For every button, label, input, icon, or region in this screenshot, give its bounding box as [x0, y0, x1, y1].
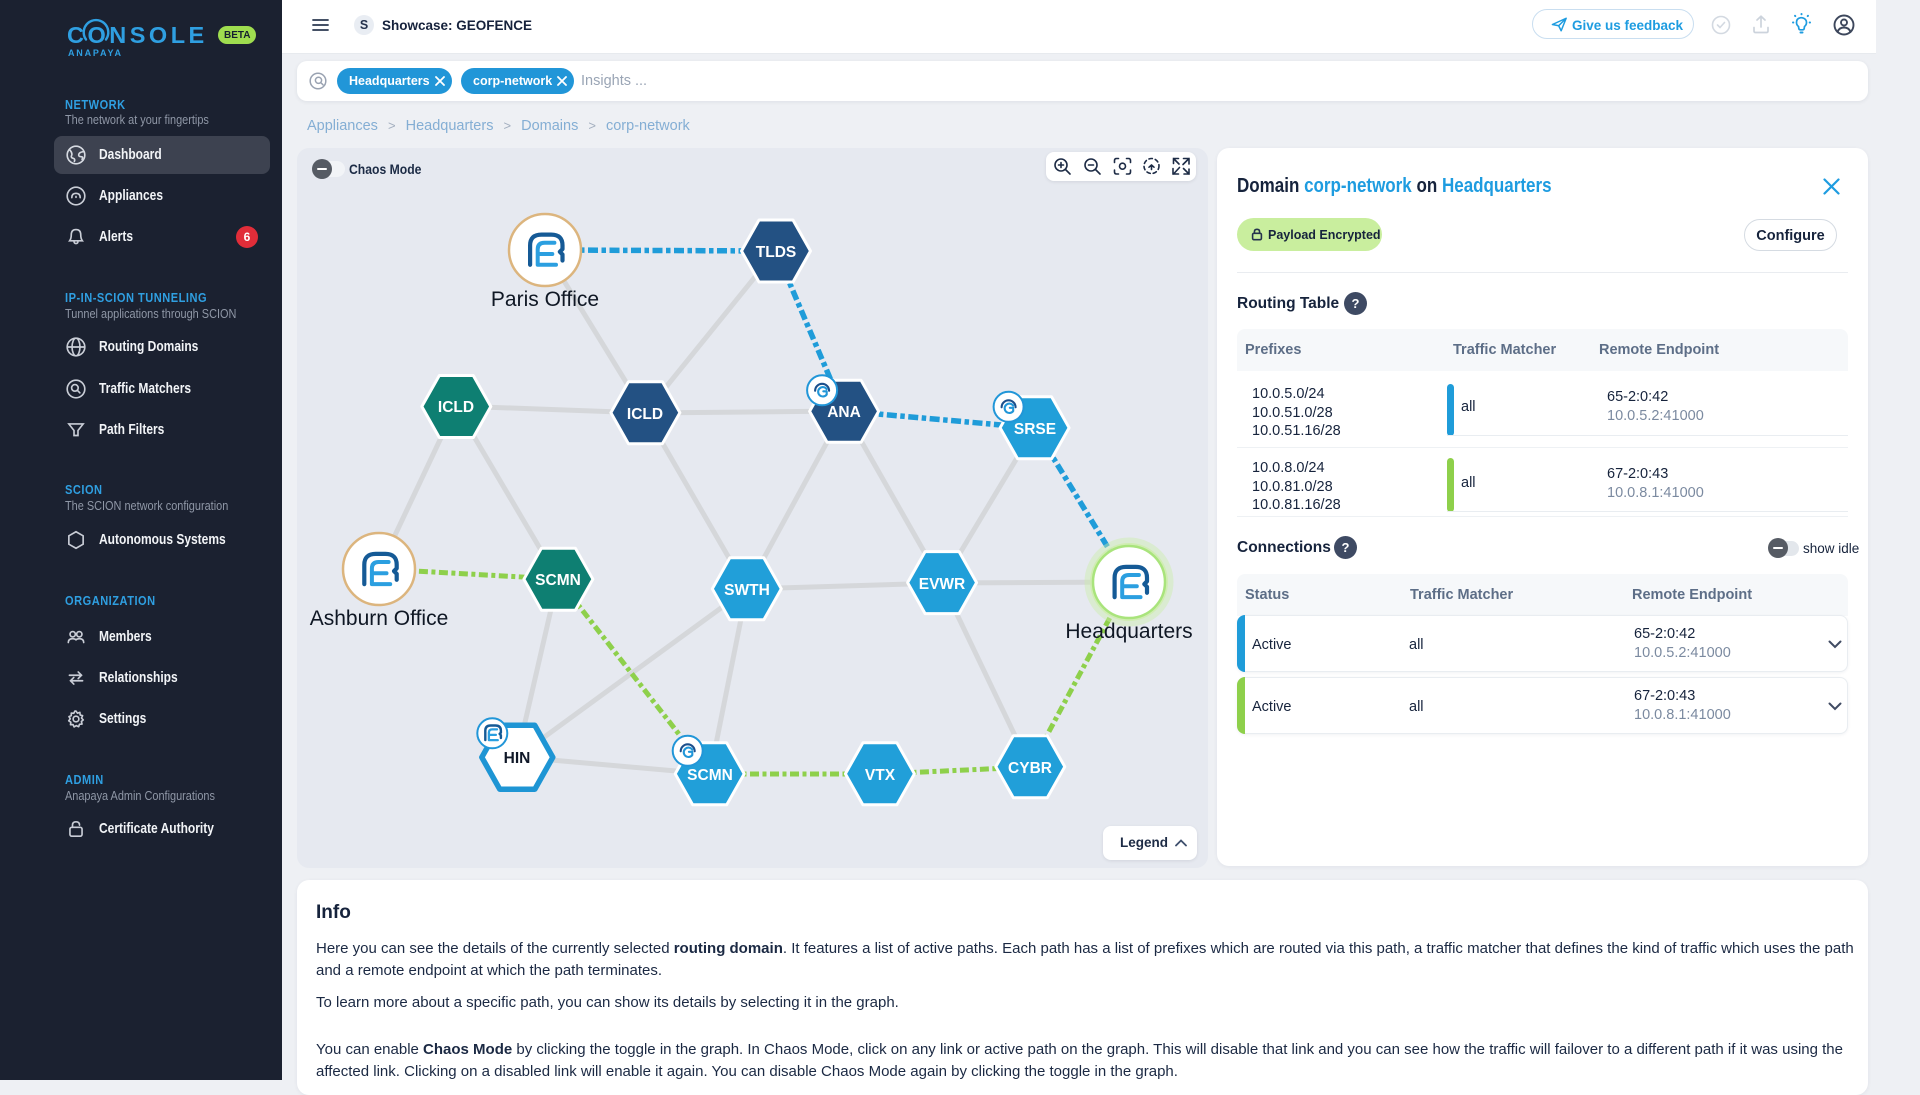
svg-text:SWTH: SWTH — [724, 582, 770, 599]
svg-text:SCMN: SCMN — [535, 572, 581, 589]
svg-text:TLDS: TLDS — [756, 244, 796, 261]
svg-text:VTX: VTX — [865, 767, 896, 784]
svg-text:Paris Office: Paris Office — [491, 288, 599, 311]
svg-text:Headquarters: Headquarters — [1065, 620, 1192, 643]
svg-text:HIN: HIN — [504, 750, 531, 767]
svg-text:CYBR: CYBR — [1008, 760, 1052, 777]
svg-text:Ashburn Office: Ashburn Office — [310, 607, 449, 630]
svg-text:ICLD: ICLD — [438, 399, 474, 416]
svg-text:ICLD: ICLD — [627, 406, 663, 423]
svg-text:ANA: ANA — [827, 404, 861, 421]
svg-text:EVWR: EVWR — [919, 576, 966, 593]
svg-text:SRSE: SRSE — [1014, 421, 1056, 438]
svg-text:SCMN: SCMN — [687, 767, 733, 784]
